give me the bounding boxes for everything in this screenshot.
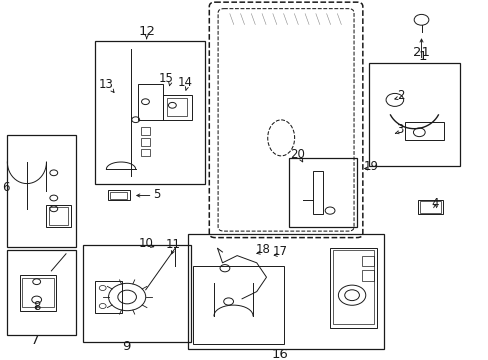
Bar [167, 98, 186, 116]
Text: 1: 1 [418, 50, 427, 63]
Text: 21: 21 [412, 46, 429, 59]
Text: 7: 7 [31, 334, 40, 347]
Bar [83, 245, 190, 342]
Text: 5: 5 [152, 188, 160, 201]
Text: 6: 6 [2, 181, 10, 194]
Text: 10: 10 [138, 237, 153, 249]
Bar [141, 148, 150, 156]
Bar [138, 84, 162, 120]
Bar [162, 94, 192, 120]
Text: 12: 12 [138, 25, 155, 38]
Bar [107, 190, 129, 200]
Bar [361, 270, 373, 281]
Bar [95, 281, 122, 313]
Text: 14: 14 [177, 76, 192, 89]
Bar [368, 63, 459, 166]
Text: 19: 19 [364, 160, 378, 173]
Bar [7, 135, 76, 247]
Bar [361, 256, 373, 266]
Text: 17: 17 [272, 246, 287, 258]
Bar [20, 274, 56, 310]
Bar [141, 138, 150, 145]
Text: 13: 13 [99, 78, 114, 91]
Bar [22, 278, 54, 307]
Bar [46, 205, 71, 227]
Bar [417, 200, 442, 214]
Text: 18: 18 [255, 243, 270, 256]
Text: 20: 20 [289, 148, 304, 161]
Bar [49, 207, 68, 225]
Bar [312, 171, 322, 214]
Text: 4: 4 [430, 197, 438, 210]
Bar [188, 234, 383, 349]
Bar [419, 201, 440, 213]
Bar [141, 127, 150, 135]
Text: 15: 15 [159, 72, 173, 85]
Bar [95, 41, 205, 184]
Bar [332, 250, 373, 324]
Bar [110, 192, 127, 199]
Text: 3: 3 [395, 123, 403, 136]
Text: 2: 2 [396, 89, 404, 102]
Bar [288, 158, 356, 227]
Bar [404, 122, 443, 139]
Bar [7, 250, 76, 335]
Text: 8: 8 [33, 300, 41, 312]
Text: 16: 16 [271, 348, 287, 360]
Text: 11: 11 [166, 238, 181, 251]
Bar [193, 266, 283, 344]
Bar [329, 248, 376, 328]
Text: 9: 9 [122, 340, 130, 353]
